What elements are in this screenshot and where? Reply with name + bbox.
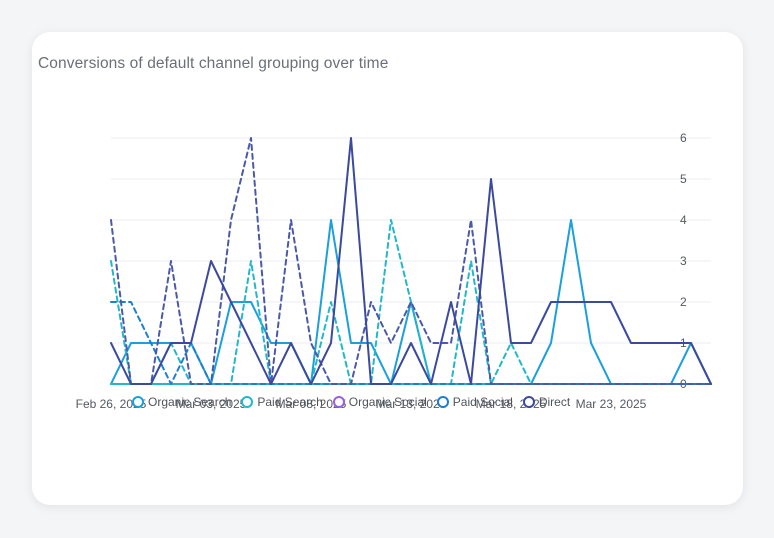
legend-item[interactable]: Paid Social	[436, 395, 513, 409]
chart-legend: Organic Search Paid Search Organic Social P…	[132, 395, 570, 409]
y-tick-label: 5	[680, 172, 687, 186]
x-tick-label: Mar 23, 2025	[576, 397, 647, 411]
legend-label: Organic Social	[348, 395, 427, 409]
y-tick-label: 4	[680, 213, 687, 227]
series-line	[110, 137, 712, 385]
x-tick-label: Mar 08, 2025	[276, 397, 347, 411]
legend-label: Organic Search	[148, 395, 232, 409]
legend-swatch-icon	[332, 396, 345, 408]
legend-item[interactable]: Organic Social	[332, 395, 427, 409]
legend-swatch-icon	[436, 396, 449, 408]
legend-swatch-icon	[241, 396, 254, 408]
legend-swatch-icon	[522, 396, 535, 408]
y-tick-label: 3	[680, 254, 687, 268]
x-tick-label: Mar 03, 2025	[176, 397, 247, 411]
y-tick-label: 6	[680, 131, 687, 145]
legend-label: Direct	[538, 395, 571, 409]
y-tick-label: 2	[680, 295, 687, 309]
legend-item[interactable]: Organic Search	[132, 395, 231, 409]
series-line	[110, 137, 712, 385]
legend-label: Paid Search	[257, 395, 323, 409]
x-tick-label: Feb 26, 2025	[76, 397, 147, 411]
x-tick-label: Mar 13, 2025	[376, 397, 447, 411]
legend-item[interactable]: Paid Search	[241, 395, 323, 409]
chart-card	[32, 32, 743, 505]
legend-label: Paid Social	[452, 395, 513, 409]
legend-swatch-icon	[132, 396, 144, 408]
chart-title: Conversions of default channel grouping …	[38, 55, 389, 72]
legend-item[interactable]: Direct	[522, 395, 571, 409]
